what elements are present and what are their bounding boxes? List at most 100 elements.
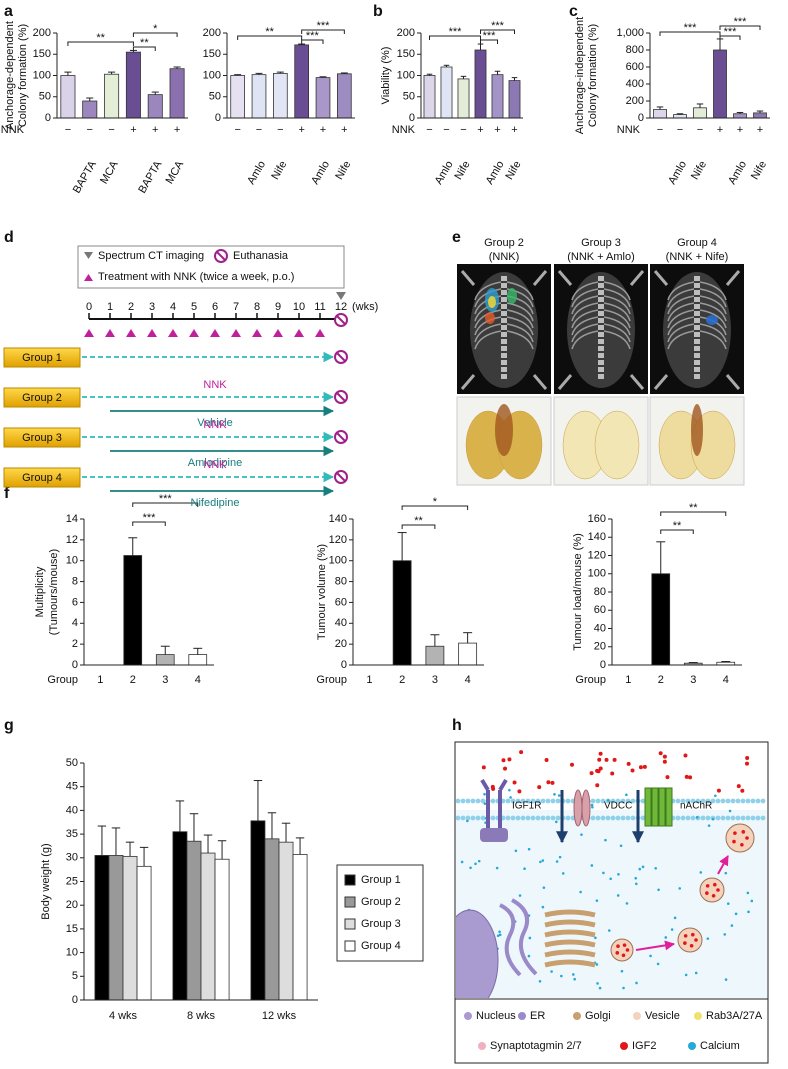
y-tick-label: 100 — [588, 568, 606, 580]
lipid — [480, 798, 486, 804]
x-tick-label: Nife — [333, 159, 353, 182]
mechanism-legend-label: Golgi — [585, 1010, 611, 1022]
ct-spine — [501, 353, 507, 358]
calcium-dot — [541, 905, 545, 909]
vesicle-igf2 — [705, 884, 710, 888]
igf1r — [480, 778, 508, 830]
lipid — [490, 798, 496, 804]
ct-spine — [598, 346, 604, 351]
calcium-dot — [607, 929, 611, 932]
panel-letter: b — [373, 3, 383, 20]
bar — [60, 75, 76, 119]
y-axis-label: Anchorage-dependent — [4, 21, 16, 130]
ct-spine — [694, 360, 700, 365]
ct-spine — [694, 311, 700, 316]
calcium-dot — [572, 973, 575, 976]
ct-spine — [501, 318, 507, 323]
ct-spine — [501, 311, 507, 316]
y-tick-label: 30 — [66, 852, 78, 864]
igf2-dot — [642, 764, 647, 769]
igf2-dot — [662, 754, 667, 759]
significance-bracket — [659, 31, 721, 36]
calcium-dot — [477, 859, 481, 863]
x-axis-label: Group — [575, 674, 606, 686]
ct-rib — [506, 281, 534, 301]
x-tick-label: 3 — [690, 674, 696, 686]
golgi — [544, 959, 596, 968]
calcium-dot — [550, 970, 553, 973]
ct-spine — [598, 290, 604, 295]
x-tick-label: Amlo — [726, 159, 749, 187]
row-sign: − — [657, 124, 663, 136]
ct-rib — [603, 281, 631, 301]
ct-spine — [501, 304, 507, 309]
ct-spine — [501, 374, 507, 379]
calcium-dot — [514, 849, 518, 853]
ct-rib — [603, 295, 631, 315]
lipid — [745, 815, 751, 821]
x-tick-label: 3 — [162, 674, 168, 686]
lipid — [745, 798, 751, 804]
lipid — [505, 798, 511, 804]
lipid — [550, 798, 556, 804]
mechanism-legend-label: Rab3A/27A — [706, 1010, 763, 1022]
week-label: 12 — [335, 301, 347, 313]
ct-rib — [506, 323, 534, 343]
y-tick-label: 400 — [626, 78, 644, 90]
y-tick-label: 2 — [72, 638, 78, 650]
y-tick-label: 100 — [203, 69, 221, 81]
igf2-dot — [736, 784, 741, 789]
lipid — [680, 815, 686, 821]
legend-icon — [620, 1042, 628, 1050]
vesicle-igf2 — [733, 831, 737, 835]
lipid — [555, 815, 561, 821]
nnk-icon — [84, 274, 93, 281]
nnk-dose — [210, 329, 220, 337]
bar — [94, 855, 110, 1001]
ct-limb — [557, 270, 645, 390]
ct-rib — [699, 302, 727, 322]
nachr — [665, 787, 673, 827]
lipid — [710, 798, 716, 804]
calcium-dot — [496, 934, 500, 937]
calcium-dot — [634, 882, 638, 886]
igf2-dot — [610, 771, 615, 776]
y-tick-label: 25 — [66, 875, 78, 887]
igf2-dot — [662, 759, 667, 764]
lipid — [490, 815, 496, 821]
ct-spine — [694, 339, 700, 344]
calcium-dot — [616, 894, 620, 897]
ct-rib — [603, 309, 631, 329]
calcium-dot — [527, 954, 531, 958]
ct-spine — [694, 332, 700, 337]
panel-letter: d — [4, 229, 14, 246]
calcium-dot — [553, 793, 556, 796]
igf2-dot — [481, 765, 486, 770]
y-axis-label: Tumour volume (%) — [316, 544, 328, 640]
igf2-dot — [638, 765, 643, 770]
receptor-label: IGF1R — [512, 801, 541, 812]
ct-limb — [653, 270, 741, 390]
nnk-dose — [294, 329, 304, 337]
lipid — [625, 815, 631, 821]
lipid — [735, 815, 741, 821]
y-tick-label: 80 — [594, 586, 606, 598]
vdcc — [573, 789, 583, 827]
calcium-dot — [609, 877, 612, 881]
calcium-dot — [604, 838, 607, 842]
y-tick-label: 140 — [329, 513, 347, 525]
week-label: 2 — [128, 301, 134, 313]
lipid — [720, 798, 726, 804]
ct-rib — [571, 281, 599, 301]
euthanasia-slash — [336, 432, 346, 442]
ct-rib — [474, 323, 502, 343]
timeline-legend-label: Treatment with NNK (twice a week, p.o.) — [98, 271, 294, 283]
igf2-dot — [503, 766, 508, 771]
treatment-bottom-label: Nifedipine — [191, 497, 240, 509]
group-box — [3, 467, 81, 488]
significance-label: *** — [317, 20, 331, 32]
igf2-dot — [569, 762, 574, 767]
x-tick-label: Nife — [689, 159, 709, 182]
ct-signal — [706, 315, 718, 325]
calcium-dot — [654, 866, 657, 870]
